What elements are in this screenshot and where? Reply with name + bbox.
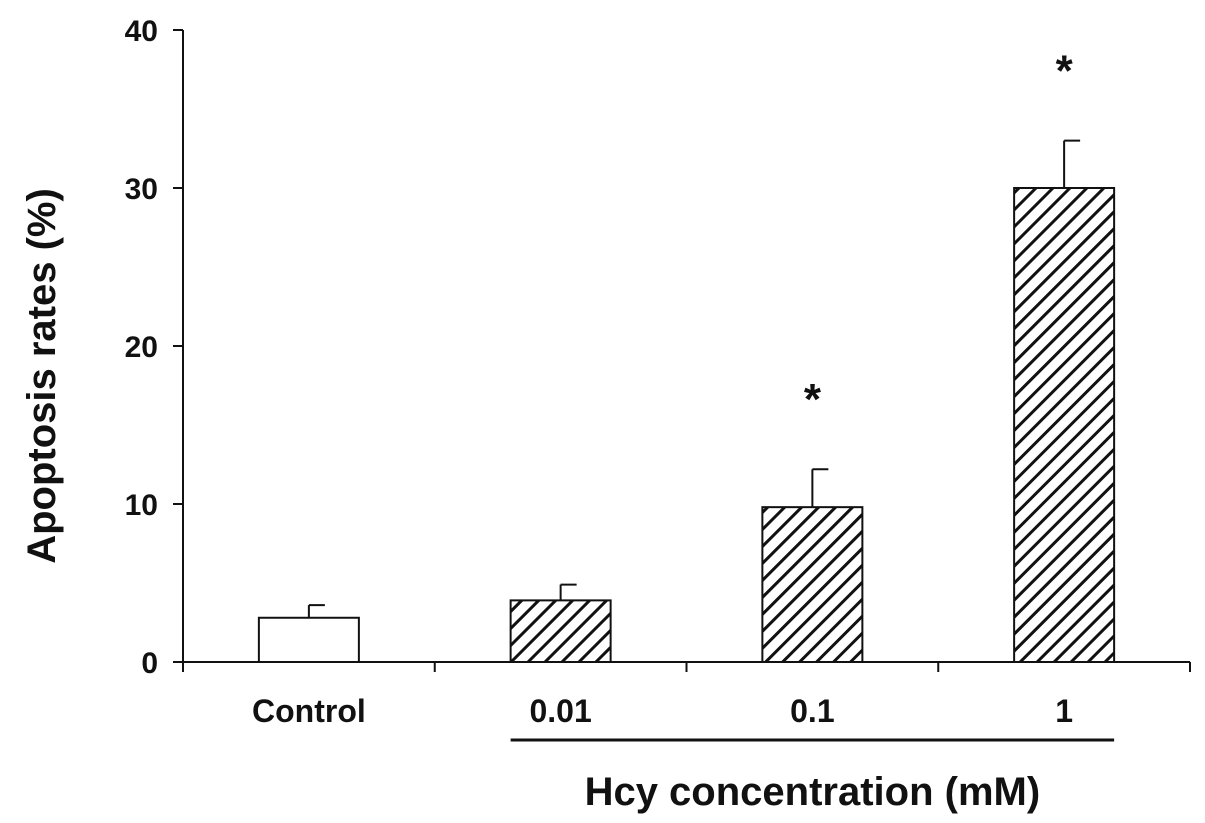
bar-hcy-1: [1013, 187, 1116, 663]
y-tick-label: 30: [125, 173, 158, 206]
y-tick-label: 10: [125, 489, 158, 522]
y-tick-label: 20: [125, 331, 158, 364]
significance-markers: **: [804, 47, 1074, 425]
significance-star: *: [1056, 47, 1074, 96]
significance-star: *: [804, 375, 822, 424]
y-tick-label: 0: [141, 647, 158, 680]
bar-control: [257, 616, 360, 664]
y-tick-label: 40: [125, 15, 158, 48]
x-category-label: Control: [252, 693, 366, 729]
x-category-labels: Control 0.01 0.1 1: [252, 693, 1073, 729]
x-category-label: 0.01: [529, 693, 591, 729]
error-bars: [307, 139, 1081, 618]
y-ticks: 0 10 20 30 40: [125, 15, 183, 680]
bar-hcy-0-1: [761, 506, 864, 663]
x-ticks: [182, 662, 1191, 672]
x-category-label: 0.1: [790, 693, 834, 729]
y-axis-label: Apoptosis rates (%): [20, 188, 64, 564]
x-axis-label: Hcy concentration (mM): [585, 770, 1041, 814]
x-category-label: 1: [1055, 693, 1073, 729]
bars: [257, 187, 1116, 664]
bar-hcy-0-01: [509, 599, 612, 664]
